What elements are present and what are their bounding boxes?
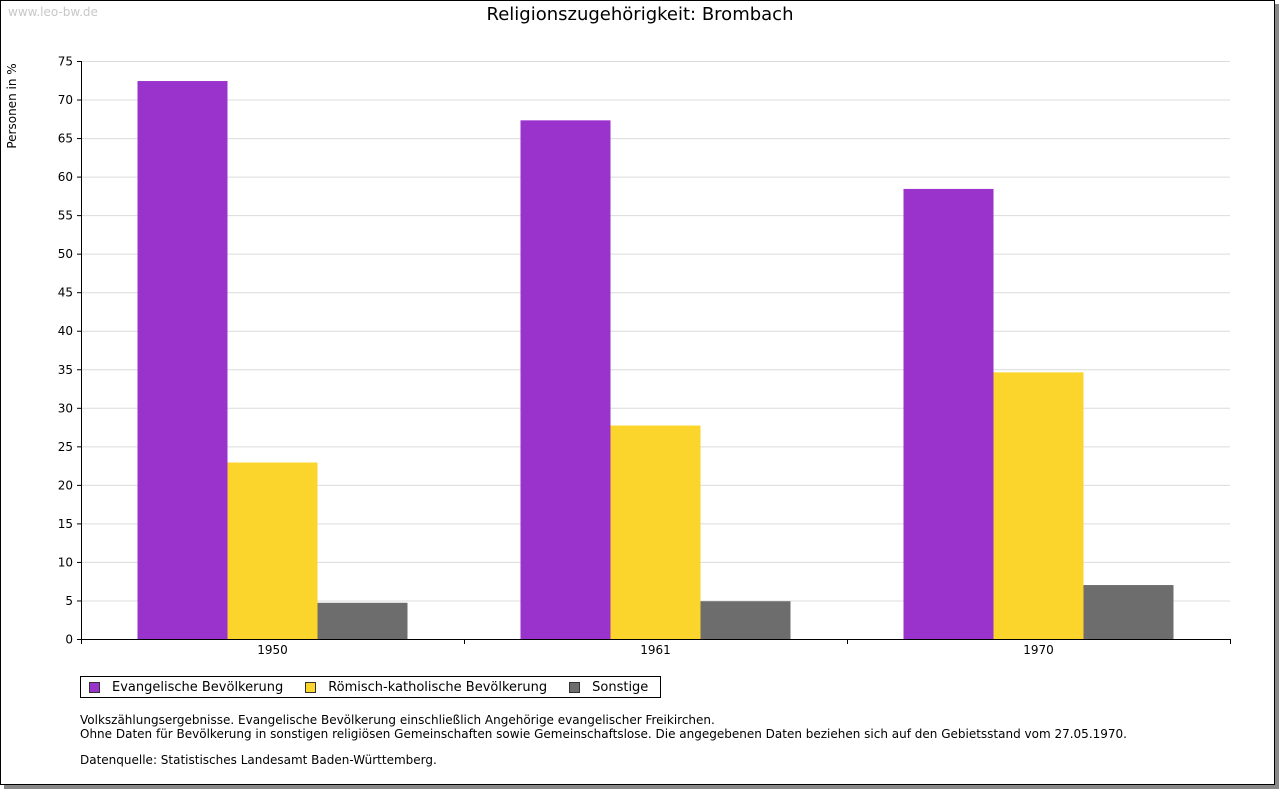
- y-tick-label-50: 50: [58, 247, 73, 261]
- bar-1970-2: [993, 372, 1084, 639]
- note-line-1: Volkszählungsergebnisse. Evangelische Be…: [80, 713, 715, 727]
- note-line-2: Ohne Daten für Bevölkerung in sonstigen …: [80, 727, 1127, 741]
- legend-label: Sonstige: [592, 679, 649, 695]
- y-tick-label-10: 10: [58, 555, 73, 569]
- y-tick-label-55: 55: [58, 209, 73, 223]
- x-tick-label-1961: 1961: [640, 643, 671, 657]
- y-tick-label-0: 0: [65, 633, 73, 647]
- legend-item-3: Sonstige: [569, 680, 648, 695]
- chart-plot: 0 5 10 15 20 25 30 35 40 45 50 55 60 65 70 75 1950 1961 19…: [5, 55, 1231, 657]
- chart-title: Religionszugehörigkeit: Brombach: [486, 4, 794, 25]
- y-tick-label-35: 35: [58, 363, 73, 377]
- y-tick-label-30: 30: [58, 401, 73, 415]
- bar-1961-2: [610, 425, 701, 639]
- bar-1970-1: [903, 188, 994, 639]
- axes: 0 5 10 15 20 25 30 35 40 45 50 55 60 65 70 75 1950 1961 19…: [58, 55, 1231, 657]
- legend-item-2: Römisch-katholische Bevölkerung: [305, 680, 547, 695]
- legend-swatch: [89, 681, 100, 693]
- bar-1950-1: [137, 81, 228, 639]
- legend-label: Römisch-katholische Bevölkerung: [328, 679, 548, 695]
- bar-1961-1: [520, 120, 611, 640]
- bars: [137, 81, 1174, 640]
- y-tick-label-15: 15: [58, 517, 73, 531]
- bar-1950-3: [317, 602, 408, 639]
- y-tick-label-25: 25: [58, 440, 73, 454]
- y-tick-label-60: 60: [58, 170, 73, 184]
- y-tick-label-75: 75: [58, 55, 73, 69]
- legend-label: Evangelische Bevölkerung: [112, 679, 284, 695]
- legend-item-1: Evangelische Bevölkerung: [89, 680, 283, 695]
- bar-1950-2: [227, 462, 318, 639]
- y-axis-title: Personen in %: [5, 63, 19, 148]
- legend: Evangelische Bevölkerung Römisch-katholis…: [80, 676, 662, 698]
- bar-1970-3: [1083, 585, 1174, 639]
- bar-1961-3: [700, 601, 791, 639]
- watermark: www.leo-bw.de: [8, 5, 98, 19]
- y-tick-label-65: 65: [58, 132, 73, 146]
- y-tick-label-70: 70: [58, 93, 73, 107]
- x-tick-label-1950: 1950: [257, 643, 288, 657]
- legend-swatch: [305, 681, 317, 693]
- notes: Volkszählungsergebnisse. Evangelische Be…: [80, 713, 1127, 767]
- data-source: Datenquelle: Statistisches Landesamt Bad…: [80, 753, 437, 767]
- y-tick-label-5: 5: [65, 594, 73, 608]
- legend-swatch: [569, 681, 581, 693]
- y-tick-label-20: 20: [58, 478, 73, 492]
- y-tick-label-40: 40: [58, 324, 73, 338]
- y-tick-label-45: 45: [58, 286, 73, 300]
- x-tick-label-1970: 1970: [1023, 643, 1054, 657]
